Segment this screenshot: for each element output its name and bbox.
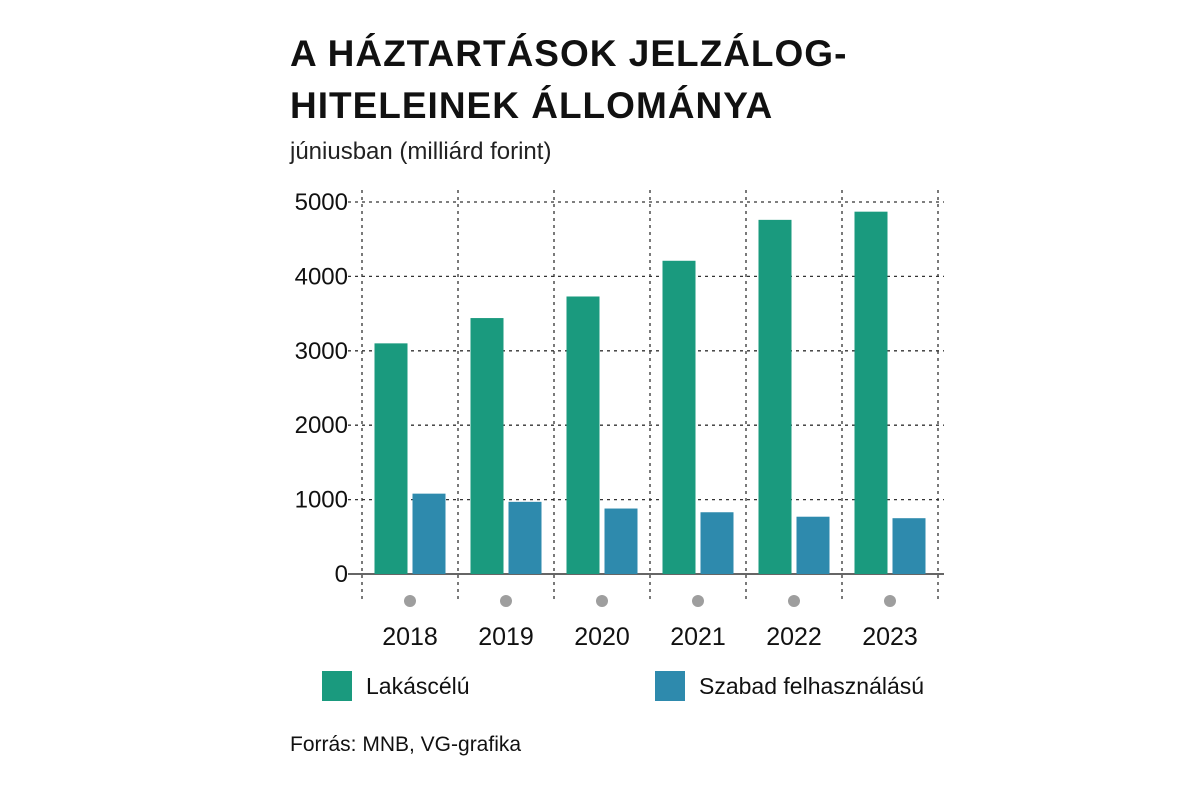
- bar-lakascelu: [758, 219, 792, 574]
- source-note: Forrás: MNB, VG-grafika: [290, 733, 522, 756]
- legend-swatch-szabad: [655, 671, 685, 701]
- chart-subtitle: júniusban (milliárd forint): [290, 138, 552, 165]
- chart-title-line-2: HITELEINEK ÁLLOMÁNYA: [290, 85, 774, 126]
- bar-szabad: [892, 518, 926, 574]
- bar-szabad: [796, 516, 830, 574]
- legend-label-szabad: Szabad felhasználású: [699, 672, 925, 699]
- x-tick-label: 2019: [478, 623, 534, 651]
- y-tick-label: 0: [335, 561, 348, 588]
- legend-item-szabad: Szabad felhasználású: [655, 668, 924, 704]
- bar-szabad: [412, 493, 446, 574]
- category-dot: [884, 595, 896, 607]
- y-tick-label: 4000: [295, 263, 348, 290]
- category-dot: [404, 595, 416, 607]
- chart-title-line-1: A HÁZTARTÁSOK JELZÁLOG-: [290, 33, 848, 74]
- category-dot: [596, 595, 608, 607]
- bar-lakascelu: [854, 211, 888, 574]
- bar-chart: 0 1000 2000 3000 4000 5000 2018 2019 2020 2021 202…: [295, 189, 944, 651]
- category-dot: [692, 595, 704, 607]
- legend-swatch-lakascelu: [322, 671, 352, 701]
- y-tick-label: 2000: [295, 412, 348, 439]
- chart-title: A HÁZTARTÁSOK JELZÁLOG- HITELEINEK ÁLLOMÁ…: [290, 28, 930, 132]
- legend-label-lakascelu: Lakáscélú: [366, 672, 470, 699]
- bar-lakascelu: [470, 318, 504, 574]
- x-tick-label: 2023: [862, 623, 918, 651]
- category-dot: [788, 595, 800, 607]
- x-tick-label: 2021: [670, 623, 726, 651]
- bar-lakascelu: [566, 296, 600, 574]
- x-tick-label: 2018: [382, 623, 438, 651]
- bar-szabad: [700, 512, 734, 574]
- x-tick-label: 2022: [766, 623, 822, 651]
- category-dot: [500, 595, 512, 607]
- bar-lakascelu: [374, 343, 408, 574]
- bar-szabad: [604, 508, 638, 574]
- bar-lakascelu: [662, 260, 696, 574]
- bar-szabad: [508, 501, 542, 574]
- y-tick-label: 3000: [295, 338, 348, 365]
- y-tick-label: 5000: [295, 189, 348, 216]
- x-tick-label: 2020: [574, 623, 630, 651]
- legend-item-lakascelu: Lakáscélú: [322, 668, 470, 704]
- y-tick-label: 1000: [295, 487, 348, 514]
